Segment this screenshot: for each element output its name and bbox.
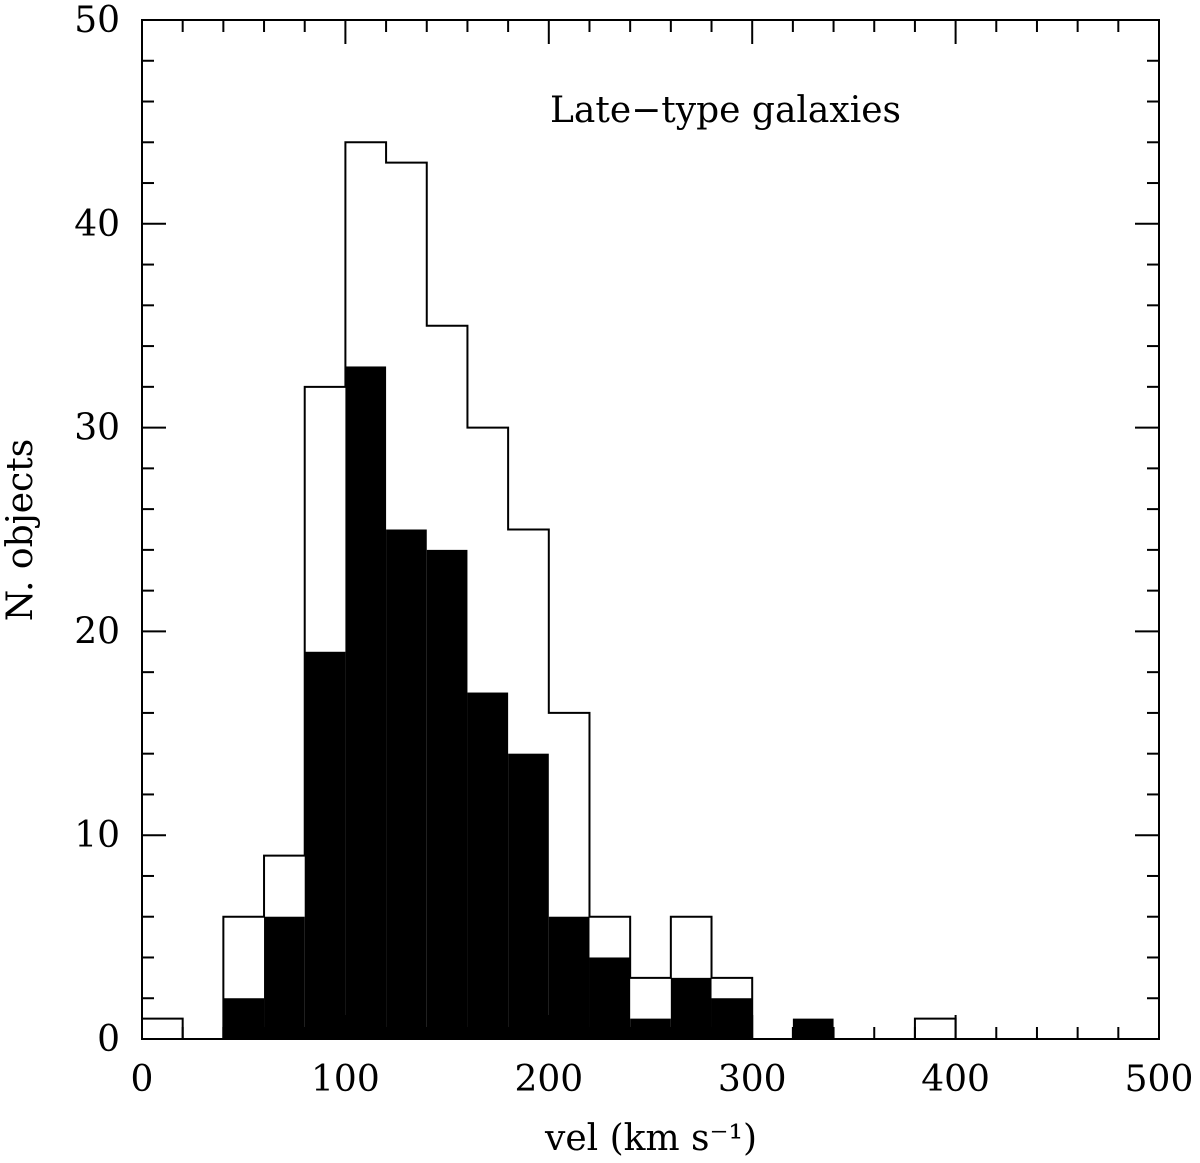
y-tick-label: 0	[97, 1019, 120, 1060]
filled-bar-220	[589, 957, 631, 1039]
x-tick-label: 200	[514, 1059, 583, 1100]
x-tick-label: 500	[1125, 1059, 1194, 1100]
filled-bar-200	[548, 916, 590, 1039]
filled-bar-240	[630, 1018, 671, 1039]
filled-bar-160	[467, 692, 509, 1039]
filled-bar-140	[426, 549, 468, 1039]
axis-ticks	[141, 19, 1160, 1040]
y-axis-title: N. objects	[0, 439, 41, 621]
outline-histogram-step-2	[913, 1017, 957, 1039]
x-tick-label: 400	[921, 1059, 990, 1100]
y-tick-label: 30	[74, 408, 120, 449]
x-tick-label: 0	[131, 1059, 154, 1100]
chart-annotation: Late−type galaxies	[550, 90, 901, 131]
filled-bar-80	[304, 651, 346, 1039]
x-tick-labels: 0 100 200 300 400 500	[131, 1059, 1194, 1100]
outline-histogram-step-1	[222, 141, 754, 1039]
filled-bar-320	[792, 1018, 834, 1039]
plot-frame	[141, 19, 1160, 1040]
filled-bar-260	[670, 977, 712, 1039]
y-tick-label: 50	[74, 0, 120, 41]
filled-bar-100	[345, 366, 387, 1040]
y-tick-label: 10	[74, 815, 120, 856]
filled-bar-180	[508, 753, 549, 1039]
x-tick-label: 300	[718, 1059, 787, 1100]
y-tick-labels: 0 10 20 30 40 50	[74, 0, 120, 1060]
y-tick-label: 40	[74, 204, 120, 245]
filled-histogram-series	[223, 366, 834, 1040]
y-tick-label: 20	[74, 611, 120, 652]
outline-histogram-step-0	[141, 1017, 184, 1039]
filled-bar-40	[223, 998, 265, 1039]
filled-bar-280	[711, 998, 753, 1039]
x-axis-title: vel (km s⁻¹)	[544, 1118, 757, 1159]
filled-bar-60	[264, 916, 305, 1039]
x-tick-label: 100	[311, 1059, 380, 1100]
filled-bar-120	[386, 529, 427, 1039]
